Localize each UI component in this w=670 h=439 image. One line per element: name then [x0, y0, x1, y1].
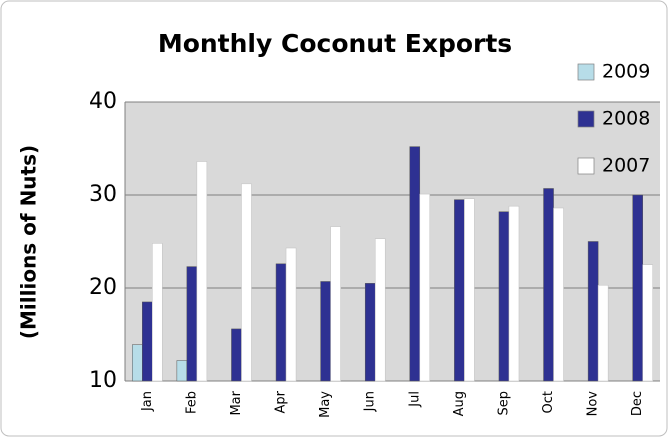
bar — [419, 193, 431, 382]
bar — [374, 238, 386, 382]
bar — [132, 344, 143, 382]
y-tick-label: 10 — [89, 368, 117, 393]
bar — [454, 199, 465, 382]
bar — [508, 205, 520, 382]
bar — [285, 247, 297, 382]
bar — [642, 264, 653, 382]
plot-area — [125, 102, 660, 381]
y-tick-label: 20 — [89, 275, 117, 300]
x-tick-label: Feb — [184, 391, 199, 414]
y-axis-label: (Millions of Nuts) — [17, 145, 41, 339]
bar — [498, 211, 510, 382]
bar — [275, 263, 287, 382]
bar — [152, 243, 163, 382]
x-tick-label: Apr — [274, 390, 289, 413]
bar — [320, 281, 331, 382]
bar — [364, 283, 376, 382]
x-tick-label: Dec — [630, 391, 645, 416]
x-tick-label: Mar — [229, 390, 244, 415]
x-tick-label: May — [318, 391, 333, 418]
bar — [330, 226, 341, 382]
x-tick-label: Jul — [407, 391, 422, 408]
bar — [176, 360, 188, 382]
legend-swatch — [577, 63, 595, 81]
legend-label: 2007 — [602, 155, 650, 177]
bar — [196, 161, 208, 382]
legend-label: 2009 — [602, 61, 650, 83]
legend-swatch — [577, 157, 595, 175]
x-tick-label: Jan — [140, 391, 155, 412]
bar — [597, 284, 609, 382]
x-tick-label: Aug — [452, 391, 467, 416]
bar — [543, 188, 554, 382]
x-tick-label: Oct — [541, 391, 556, 413]
legend-label: 2008 — [602, 108, 650, 130]
bar — [241, 183, 252, 382]
chart-title: Monthly Coconut Exports — [158, 29, 512, 58]
bar — [409, 146, 421, 382]
bar — [464, 198, 475, 382]
bar — [632, 194, 643, 382]
x-tick-label: Sep — [496, 391, 511, 416]
legend-swatch — [577, 110, 595, 128]
bar — [231, 328, 242, 382]
bar — [186, 266, 198, 382]
bar — [553, 207, 564, 382]
x-tick-label: Nov — [586, 391, 601, 417]
y-tick-label: 40 — [89, 89, 117, 114]
y-tick-label: 30 — [89, 182, 117, 207]
x-tick-label: Jun — [363, 391, 378, 412]
bar — [587, 241, 599, 382]
bar — [142, 301, 153, 382]
